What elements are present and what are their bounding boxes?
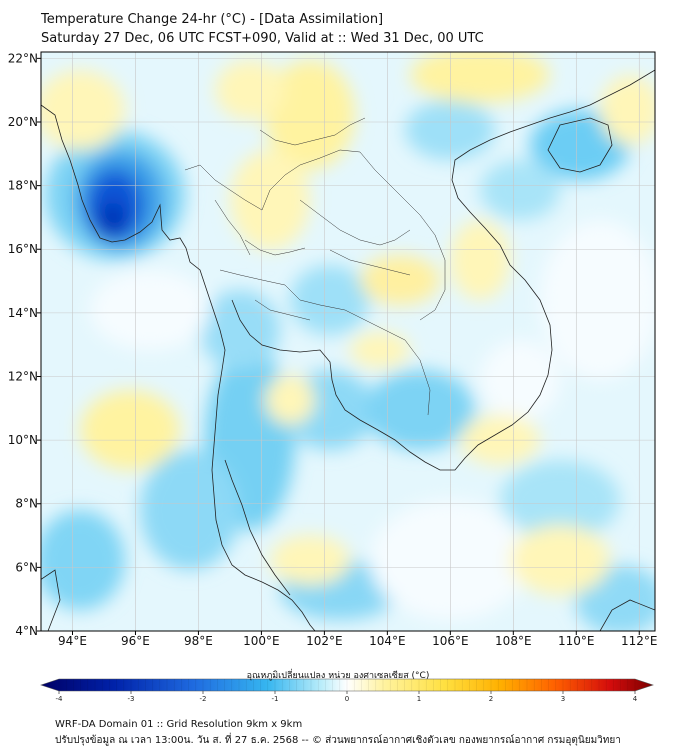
coastlines [41,69,655,631]
lat-tick-label: 14°N [8,306,38,320]
longitude-axis: 94°E 96°E 98°E 100°E 102°E 104°E 106°E 108°E 110… [58,631,658,648]
lon-tick-label: 94°E [58,634,87,648]
colorbar-tick-label: 0 [345,695,349,703]
graticule [41,52,655,631]
lon-tick-label: 96°E [121,634,150,648]
field-blobs [41,52,655,631]
colorbar-tick-label: -3 [128,695,135,703]
colorbar: -4 -3 -2 -1 0 1 2 3 4 [40,678,654,703]
lon-tick-label: 110°E [558,634,595,648]
map-frame [40,51,656,632]
lon-tick-label: 102°E [306,634,343,648]
lon-tick-label: 108°E [495,634,532,648]
colorbar-tick-label: 2 [489,695,493,703]
map-subtitle: Saturday 27 Dec, 06 UTC FCST+090, Valid … [41,31,484,46]
lat-tick-label: 10°N [8,433,38,447]
colorbar-tick-label: -1 [272,695,279,703]
footer-credit: ปรับปรุงข้อมูล ณ เวลา 13:00น. วัน ส. ที่… [55,735,621,746]
lat-tick-label: 16°N [8,242,38,256]
colorbar-tick-label: 1 [417,695,421,703]
colorbar-tick-label: 3 [561,695,565,703]
lat-tick-label: 18°N [8,179,38,193]
footer-model-info: WRF-DA Domain 01 :: Grid Resolution 9km … [55,719,303,730]
lat-tick-label: 22°N [8,51,38,65]
lat-tick-label: 6°N [15,560,38,574]
lat-tick-label: 12°N [8,369,38,383]
colorbar-tick-label: -4 [56,695,64,703]
colorbar-ticks: -4 -3 -2 -1 0 1 2 3 4 [56,679,638,703]
temperature-field [41,52,655,631]
colorbar-label: อุณหภูมิเปลี่ยนแปลง หน่วย องศาเซลเซียส (… [246,671,430,681]
lon-tick-label: 100°E [243,634,280,648]
colorbar-tick-label: 4 [633,695,638,703]
lat-tick-label: 4°N [15,624,38,638]
admin-borders [184,117,446,416]
colorbar-tick-label: -2 [200,695,207,703]
lon-tick-label: 98°E [184,634,213,648]
lat-tick-label: 8°N [15,497,38,511]
latitude-axis: 4°N 6°N 8°N 10°N 12°N 14°N 16°N 18°N 20°N 22°N [8,51,41,638]
lon-tick-label: 104°E [369,634,406,648]
lat-tick-label: 20°N [8,115,38,129]
map-title: Temperature Change 24-hr (°C) - [Data As… [41,12,384,27]
lon-tick-label: 106°E [432,634,469,648]
lon-tick-label: 112°E [621,634,658,648]
